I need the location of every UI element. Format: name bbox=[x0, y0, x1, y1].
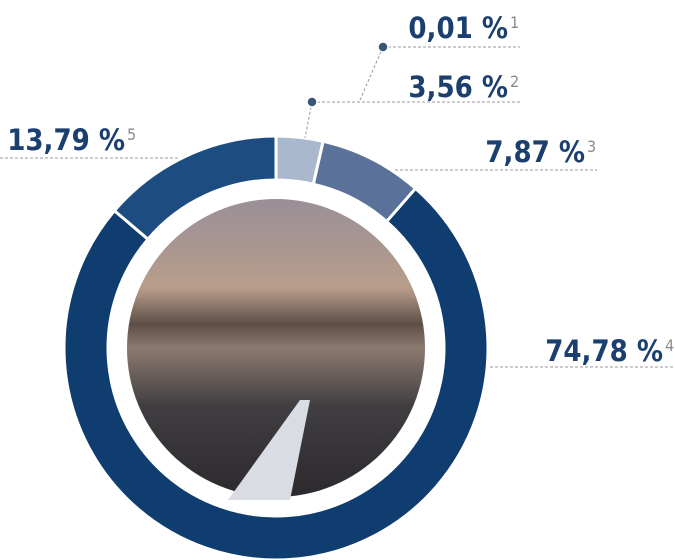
footnote-marker: 3 bbox=[587, 137, 596, 156]
value-label: 13,79 % bbox=[7, 123, 125, 157]
footnote-marker: 5 bbox=[127, 125, 136, 144]
footnote-marker: 2 bbox=[510, 72, 519, 91]
chart: 0,01 %1 3,56 %2 7,87 %3 74,78 %4 13,79 %5 bbox=[0, 0, 675, 560]
value-label: 7,87 % bbox=[485, 135, 585, 169]
footnote-marker: 4 bbox=[665, 336, 674, 355]
footnote-marker: 1 bbox=[510, 13, 519, 32]
value-label: 74,78 % bbox=[545, 334, 663, 368]
value-label: 0,01 % bbox=[408, 11, 508, 45]
value-label: 3,56 % bbox=[408, 70, 508, 104]
